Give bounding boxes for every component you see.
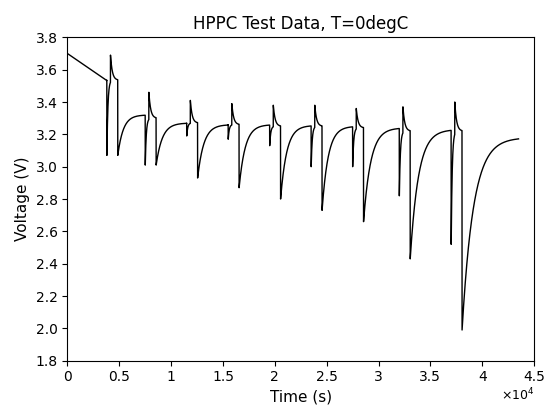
Text: $\times10^4$: $\times10^4$ [501,386,534,403]
X-axis label: Time (s): Time (s) [270,390,332,405]
Title: HPPC Test Data, T=0degC: HPPC Test Data, T=0degC [193,15,408,33]
Y-axis label: Voltage (V): Voltage (V) [15,157,30,241]
